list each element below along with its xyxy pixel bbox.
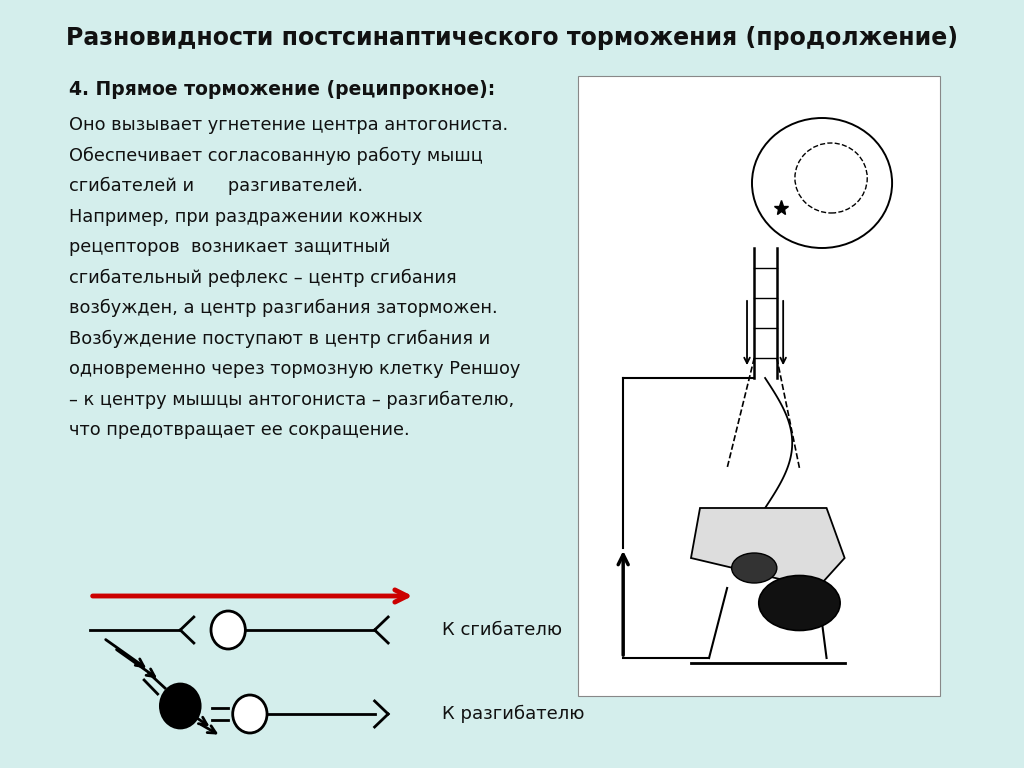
Text: возбужден, а центр разгибания заторможен.: возбужден, а центр разгибания заторможен… (69, 299, 498, 317)
Polygon shape (691, 508, 845, 588)
Text: Оно вызывает угнетение центра антогониста.: Оно вызывает угнетение центра антогонист… (69, 116, 508, 134)
Text: Возбуждение поступают в центр сгибания и: Возбуждение поступают в центр сгибания и (69, 329, 490, 348)
Text: что предотвращает ее сокращение.: что предотвращает ее сокращение. (69, 421, 410, 439)
Ellipse shape (759, 575, 840, 631)
Text: Разновидности постсинаптического торможения (продолжение): Разновидности постсинаптического торможе… (66, 26, 958, 50)
Circle shape (161, 684, 200, 728)
Text: сгибательный рефлекс – центр сгибания: сгибательный рефлекс – центр сгибания (69, 269, 457, 286)
FancyBboxPatch shape (578, 76, 940, 696)
Text: К разгибателю: К разгибателю (442, 705, 585, 723)
Circle shape (211, 611, 246, 649)
Text: сгибателей и      разгивателей.: сгибателей и разгивателей. (69, 177, 364, 195)
Ellipse shape (732, 553, 777, 583)
Text: – к центру мышцы антогониста – разгибателю,: – к центру мышцы антогониста – разгибате… (69, 390, 514, 409)
Text: 4. Прямое торможение (реципрокное):: 4. Прямое торможение (реципрокное): (69, 80, 496, 99)
Text: К сгибателю: К сгибателю (442, 621, 562, 639)
Text: одновременно через тормозную клетку Реншоу: одновременно через тормозную клетку Ренш… (69, 360, 520, 378)
Text: рецепторов  возникает защитный: рецепторов возникает защитный (69, 238, 390, 256)
Text: Обеспечивает согласованную работу мышц: Обеспечивает согласованную работу мышц (69, 147, 483, 165)
Text: Например, при раздражении кожных: Например, при раздражении кожных (69, 207, 423, 226)
Circle shape (232, 695, 267, 733)
